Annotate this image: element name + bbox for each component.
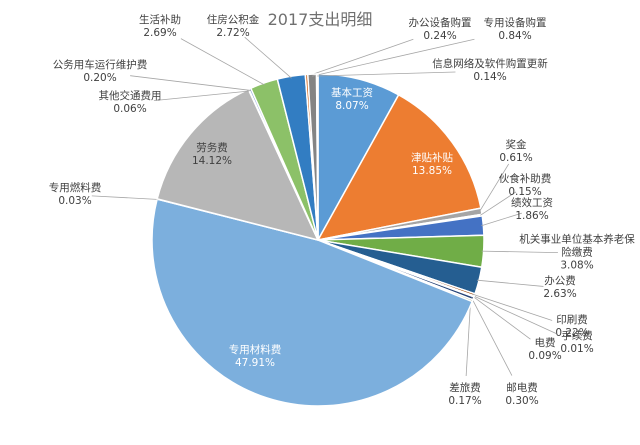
label-name: 手续费 xyxy=(561,330,593,342)
label-name: 机关事业单位基本养老保险缴费 xyxy=(519,233,635,259)
pie-slice xyxy=(156,88,320,242)
leader-line xyxy=(465,299,472,377)
label-value: 13.85% xyxy=(411,165,453,177)
leader-line xyxy=(476,279,544,287)
label-name: 邮电费 xyxy=(506,382,538,394)
label-name: 公务用车运行维护费 xyxy=(52,59,148,71)
leader-line xyxy=(471,295,531,340)
data-label: 差旅费 0.17% xyxy=(410,382,520,408)
label-name: 生活补助 xyxy=(139,14,181,26)
label-value: 2.72% xyxy=(216,27,250,39)
label-value: 14.12% xyxy=(191,155,233,167)
data-label: 基本工资 8.07% xyxy=(317,87,387,113)
pie-slice xyxy=(315,73,319,241)
label-name: 津贴补贴 xyxy=(411,152,453,164)
label-value: 1.86% xyxy=(515,210,549,222)
leader-line xyxy=(130,75,251,91)
leader-line xyxy=(471,297,513,376)
leader-line xyxy=(481,212,522,227)
label-value: 8.07% xyxy=(335,100,369,112)
label-value: 0.15% xyxy=(508,186,542,198)
data-label: 公务用车运行维护费 0.20% xyxy=(45,59,155,85)
pie-slice xyxy=(316,93,482,242)
data-label: 津贴补贴 13.85% xyxy=(397,152,467,178)
pie-slice xyxy=(151,198,474,407)
label-name: 住房公积金 xyxy=(206,14,260,26)
leader-line xyxy=(180,38,265,86)
label-value: 3.08% xyxy=(560,259,594,272)
leader-line xyxy=(479,191,517,216)
leader-line xyxy=(472,293,553,321)
label-value: 0.14% xyxy=(473,71,507,83)
chart-title: 2017支出明细 xyxy=(267,10,373,29)
leader-line xyxy=(472,294,557,334)
label-name: 信息网络及软件购置更新 xyxy=(432,58,548,70)
label-value: 0.09% xyxy=(528,350,562,362)
data-label: 机关事业单位基本养老保险缴费 3.08% xyxy=(518,234,636,273)
label-name: 办公费 xyxy=(544,275,576,287)
label-value: 0.61% xyxy=(499,152,533,164)
data-label: 住房公积金 2.72% xyxy=(178,14,288,40)
data-label: 奖金 0.61% xyxy=(461,139,571,165)
label-value: 0.20% xyxy=(83,72,117,84)
label-value: 0.24% xyxy=(423,30,457,42)
data-label: 绩效工资 1.86% xyxy=(477,197,587,223)
leader-line xyxy=(306,38,414,77)
data-label: 邮电费 0.30% xyxy=(467,382,577,408)
label-name: 绩效工资 xyxy=(511,197,553,209)
label-value: 0.30% xyxy=(505,395,539,407)
label-value: 0.06% xyxy=(113,103,147,115)
data-label: 办公费 2.63% xyxy=(505,275,615,301)
leader-line xyxy=(244,36,292,79)
label-value: 0.17% xyxy=(448,395,482,407)
label-name: 奖金 xyxy=(505,139,527,151)
label-name: 劳务费 xyxy=(196,142,228,154)
leader-line xyxy=(317,71,456,77)
data-label: 劳务费 14.12% xyxy=(177,142,247,168)
data-label: 其他交通费用 0.06% xyxy=(75,90,185,116)
leader-line xyxy=(312,38,475,77)
label-name: 其他交通费用 xyxy=(98,90,162,102)
label-name: 办公设备购置 xyxy=(408,17,472,29)
data-label: 电费 0.09% xyxy=(490,337,600,363)
data-label: 专用设备购置 0.84% xyxy=(460,17,570,43)
label-value: 0.22% xyxy=(555,327,589,339)
label-name: 伙食补助费 xyxy=(498,173,552,185)
label-value: 2.63% xyxy=(543,288,577,300)
data-label: 手续费 0.01% xyxy=(522,330,632,356)
leader-line xyxy=(153,90,250,101)
data-label: 伙食补助费 0.15% xyxy=(470,173,580,199)
leader-line xyxy=(91,195,160,200)
label-value: 0.03% xyxy=(58,195,92,207)
label-name: 差旅费 xyxy=(449,382,481,394)
label-value: 2.69% xyxy=(143,27,177,39)
label-name: 基本工资 xyxy=(331,87,373,99)
data-label: 办公设备购置 0.24% xyxy=(385,17,495,43)
data-label: 专用燃料费 0.03% xyxy=(20,182,130,208)
data-label: 专用材料费 47.91% xyxy=(215,344,295,370)
label-name: 印刷费 xyxy=(556,314,588,326)
label-name: 专用材料费 xyxy=(228,344,282,356)
label-name: 专用燃料费 xyxy=(48,182,102,194)
label-value: 0.84% xyxy=(498,30,532,42)
label-name: 专用设备购置 xyxy=(483,17,547,29)
label-value: 47.91% xyxy=(234,357,276,369)
data-label: 生活补助 2.69% xyxy=(105,14,215,40)
data-label: 印刷费 0.22% xyxy=(517,314,627,340)
label-value: 0.01% xyxy=(560,343,594,355)
label-name: 电费 xyxy=(534,337,556,349)
leader-line xyxy=(481,250,558,254)
leader-line xyxy=(479,163,510,212)
data-label: 信息网络及软件购置更新 0.14% xyxy=(431,58,549,84)
